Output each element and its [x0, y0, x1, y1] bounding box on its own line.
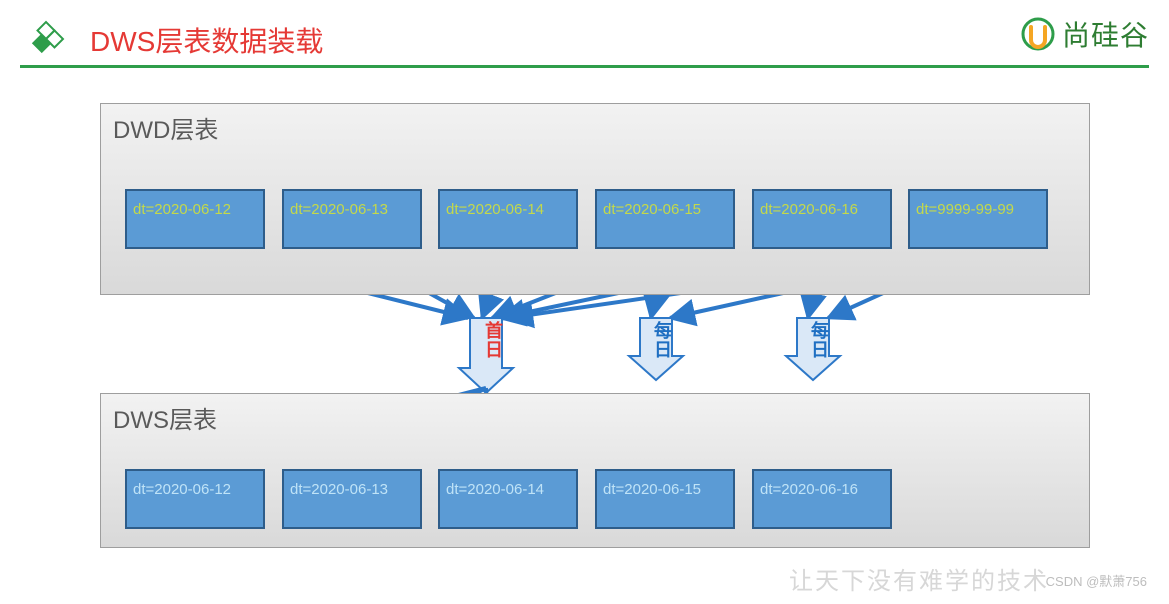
mid-label-1: 每日 [654, 322, 672, 360]
dws-node: dt=2020-06-13 [282, 469, 422, 529]
watermark-slogan: 让天下没有难学的技术 [789, 561, 1049, 596]
logo-left-icon [25, 18, 67, 65]
bottom-panel-label: DWS层表 [101, 394, 1089, 441]
dwd-node: dt=2020-06-14 [438, 189, 578, 249]
dwd-node: dt=9999-99-99 [908, 189, 1048, 249]
mid-label-2: 每日 [811, 322, 829, 360]
mid-label-0: 首日 [485, 322, 503, 360]
watermark-credit: CSDN @默萧756 [1046, 571, 1147, 590]
top-panel-label: DWD层表 [101, 104, 1089, 151]
dws-node: dt=2020-06-15 [595, 469, 735, 529]
header: DWS层表数据装载 尚硅谷 [20, 0, 1149, 68]
brand-text: 尚硅谷 [1062, 14, 1149, 54]
brand-logo: 尚硅谷 [1020, 14, 1149, 54]
page-title: DWS层表数据装载 [90, 20, 323, 60]
dws-node: dt=2020-06-14 [438, 469, 578, 529]
dws-node: dt=2020-06-16 [752, 469, 892, 529]
dwd-node: dt=2020-06-13 [282, 189, 422, 249]
dws-node: dt=2020-06-12 [125, 469, 265, 529]
dwd-node: dt=2020-06-12 [125, 189, 265, 249]
brand-ring-icon [1020, 16, 1056, 52]
dwd-node: dt=2020-06-15 [595, 189, 735, 249]
dwd-node: dt=2020-06-16 [752, 189, 892, 249]
